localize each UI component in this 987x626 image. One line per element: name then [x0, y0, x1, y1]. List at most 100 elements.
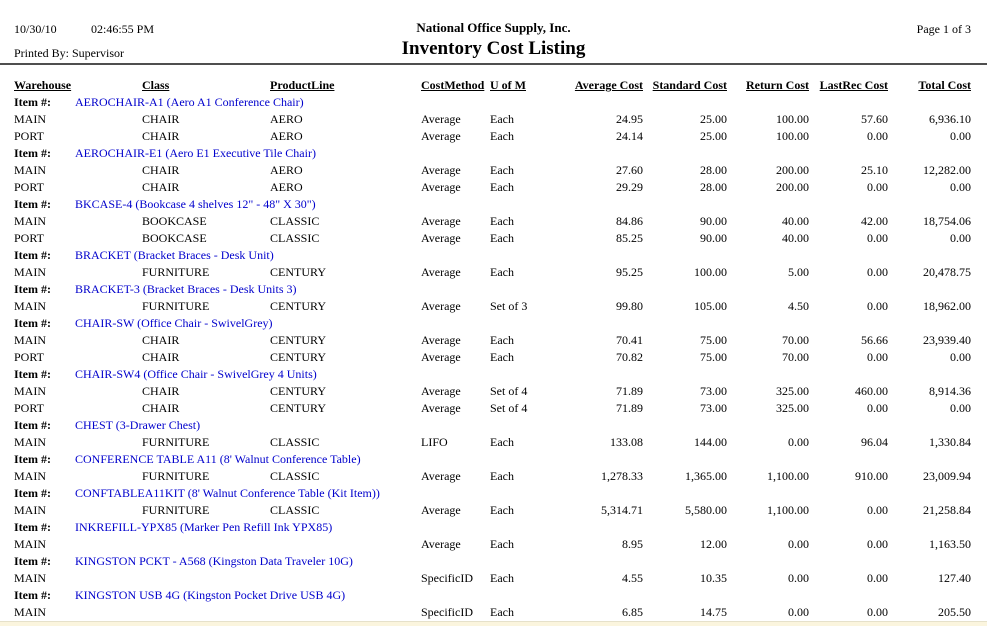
- cell-uom: Each: [490, 571, 514, 585]
- cell-standard-cost: 144.00: [694, 435, 727, 449]
- item-group: Item #: CONFTABLEA11KIT (8' Walnut Confer…: [14, 485, 971, 519]
- cell-cost-method: SpecificID: [421, 605, 473, 619]
- cell-total-cost: 8,914.36: [929, 384, 971, 398]
- cell-standard-cost: 14.75: [700, 605, 727, 619]
- cell-class: CHAIR: [142, 350, 180, 364]
- cell-return-cost: 0.00: [788, 435, 809, 449]
- page-indicator: Page 1 of 3: [916, 22, 971, 36]
- item-link[interactable]: CHAIR-SW4 (Office Chair - SwivelGrey 4 U…: [75, 367, 317, 381]
- item-group: Item #: INKREFILL-YPX85 (Marker Pen Refil…: [14, 519, 971, 553]
- cell-average-cost: 70.41: [616, 333, 643, 347]
- cell-cost-method: Average: [421, 469, 461, 483]
- column-header-warehouse: Warehouse: [14, 78, 72, 92]
- cell-cost-method: Average: [421, 231, 461, 245]
- cell-last-rec-cost: 0.00: [867, 401, 888, 415]
- cell-product-line: AERO: [270, 129, 303, 143]
- cell-return-cost: 325.00: [776, 384, 809, 398]
- item-link[interactable]: AEROCHAIR-E1 (Aero E1 Executive Tile Cha…: [75, 146, 316, 160]
- item-header-row: Item #: CONFTABLEA11KIT (8' Walnut Confer…: [14, 485, 971, 502]
- cell-uom: Each: [490, 214, 514, 228]
- cell-product-line: [270, 570, 421, 587]
- cell-average-cost: 95.25: [616, 265, 643, 279]
- cell-total-cost: 0.00: [950, 231, 971, 245]
- cell-last-rec-cost: 0.00: [867, 265, 888, 279]
- cell-product-line: CENTURY: [270, 384, 327, 398]
- item-link[interactable]: KINGSTON PCKT - A568 (Kingston Data Trav…: [75, 554, 353, 568]
- cell-return-cost: 0.00: [788, 605, 809, 619]
- cell-cost-method: Average: [421, 112, 461, 126]
- item-link[interactable]: CHAIR-SW (Office Chair - SwivelGrey): [75, 316, 273, 330]
- item-header-row: Item #: KINGSTON USB 4G (Kingston Pocket …: [14, 587, 971, 604]
- item-link[interactable]: INKREFILL-YPX85 (Marker Pen Refill Ink Y…: [75, 520, 333, 534]
- cell-standard-cost: 75.00: [700, 350, 727, 364]
- item-header-row: Item #: CHAIR-SW (Office Chair - SwivelGr…: [14, 315, 971, 332]
- cell-product-line: CLASSIC: [270, 469, 320, 483]
- cell-total-cost: 12,282.00: [923, 163, 971, 177]
- column-header-cost-method: CostMethod: [421, 78, 485, 92]
- cell-warehouse: PORT: [14, 129, 44, 143]
- cell-class: CHAIR: [142, 129, 180, 143]
- item-number-label: Item #:: [14, 520, 51, 534]
- table-row: MAIN FURNITURE CLASSIC LIFO Each 133.08 …: [14, 434, 971, 451]
- cell-uom: Each: [490, 503, 514, 517]
- cell-warehouse: MAIN: [14, 214, 46, 228]
- cell-warehouse: MAIN: [14, 537, 46, 551]
- item-group: Item #: KINGSTON USB 4G (Kingston Pocket …: [14, 587, 971, 621]
- column-header-product-line: ProductLine: [270, 78, 335, 92]
- cell-class: FURNITURE: [142, 435, 210, 449]
- item-link[interactable]: CONFTABLEA11KIT (8' Walnut Conference Ta…: [75, 486, 380, 500]
- item-link[interactable]: CONFERENCE TABLE A11 (8' Walnut Conferen…: [75, 452, 361, 466]
- item-link[interactable]: BRACKET-3 (Bracket Braces - Desk Units 3…: [75, 282, 297, 296]
- cell-uom: Each: [490, 265, 514, 279]
- cell-return-cost: 200.00: [776, 163, 809, 177]
- cell-product-line: CLASSIC: [270, 214, 320, 228]
- cell-last-rec-cost: 42.00: [861, 214, 888, 228]
- item-header-row: Item #: BRACKET-3 (Bracket Braces - Desk …: [14, 281, 971, 298]
- cell-return-cost: 40.00: [782, 214, 809, 228]
- column-header-average-cost: Average Cost: [574, 78, 643, 92]
- table-body: Item #: AEROCHAIR-A1 (Aero A1 Conference …: [14, 94, 971, 621]
- cell-total-cost: 0.00: [950, 350, 971, 364]
- item-link[interactable]: KINGSTON USB 4G (Kingston Pocket Drive U…: [75, 588, 346, 602]
- cell-total-cost: 6,936.10: [929, 112, 971, 126]
- viewer-background-strip: [0, 621, 987, 626]
- table-row: MAIN BOOKCASE CLASSIC Average Each 84.86…: [14, 213, 971, 230]
- cell-cost-method: Average: [421, 503, 461, 517]
- table-row: MAIN CHAIR CENTURY Average Each 70.41 75…: [14, 332, 971, 349]
- cell-standard-cost: 12.00: [700, 537, 727, 551]
- print-date: 10/30/10: [14, 22, 57, 36]
- item-group: Item #: CHAIR-SW (Office Chair - SwivelGr…: [14, 315, 971, 366]
- cell-return-cost: 325.00: [776, 401, 809, 415]
- item-group: Item #: CHEST (3-Drawer Chest) MAIN FURNI…: [14, 417, 971, 451]
- cell-product-line: AERO: [270, 163, 303, 177]
- cell-cost-method: Average: [421, 163, 461, 177]
- cell-standard-cost: 75.00: [700, 333, 727, 347]
- table-row: MAIN SpecificID Each 6.85 14.75 0.00 0.0…: [14, 604, 971, 621]
- cell-uom: Each: [490, 231, 514, 245]
- item-group: Item #: CHAIR-SW4 (Office Chair - SwivelG…: [14, 366, 971, 417]
- cell-warehouse: MAIN: [14, 571, 46, 585]
- cell-last-rec-cost: 0.00: [867, 605, 888, 619]
- cell-class: CHAIR: [142, 333, 180, 347]
- item-link[interactable]: BRACKET (Bracket Braces - Desk Unit): [75, 248, 274, 262]
- item-group: Item #: AEROCHAIR-A1 (Aero A1 Conference …: [14, 94, 971, 145]
- cell-class: CHAIR: [142, 163, 180, 177]
- column-header-uom: U of M: [490, 78, 526, 92]
- column-header-last-rec-cost: LastRec Cost: [819, 78, 888, 92]
- cell-standard-cost: 5,580.00: [685, 503, 727, 517]
- item-link[interactable]: BKCASE-4 (Bookcase 4 shelves 12" - 48" X…: [75, 197, 316, 211]
- cell-average-cost: 1,278.33: [601, 469, 643, 483]
- cell-total-cost: 1,330.84: [929, 435, 971, 449]
- print-info: 10/30/10 02:46:55 PM Printed By: Supervi…: [14, 22, 154, 61]
- item-header-row: Item #: BRACKET (Bracket Braces - Desk Un…: [14, 247, 971, 264]
- cell-warehouse: PORT: [14, 401, 44, 415]
- item-link[interactable]: CHEST (3-Drawer Chest): [75, 418, 201, 432]
- cell-cost-method: SpecificID: [421, 571, 473, 585]
- cell-uom: Set of 3: [490, 299, 528, 313]
- cell-class: [142, 604, 270, 621]
- item-link[interactable]: AEROCHAIR-A1 (Aero A1 Conference Chair): [75, 95, 304, 109]
- cell-total-cost: 1,163.50: [929, 537, 971, 551]
- report-table: Warehouse Class ProductLine CostMethod U…: [0, 77, 987, 621]
- cell-class: CHAIR: [142, 401, 180, 415]
